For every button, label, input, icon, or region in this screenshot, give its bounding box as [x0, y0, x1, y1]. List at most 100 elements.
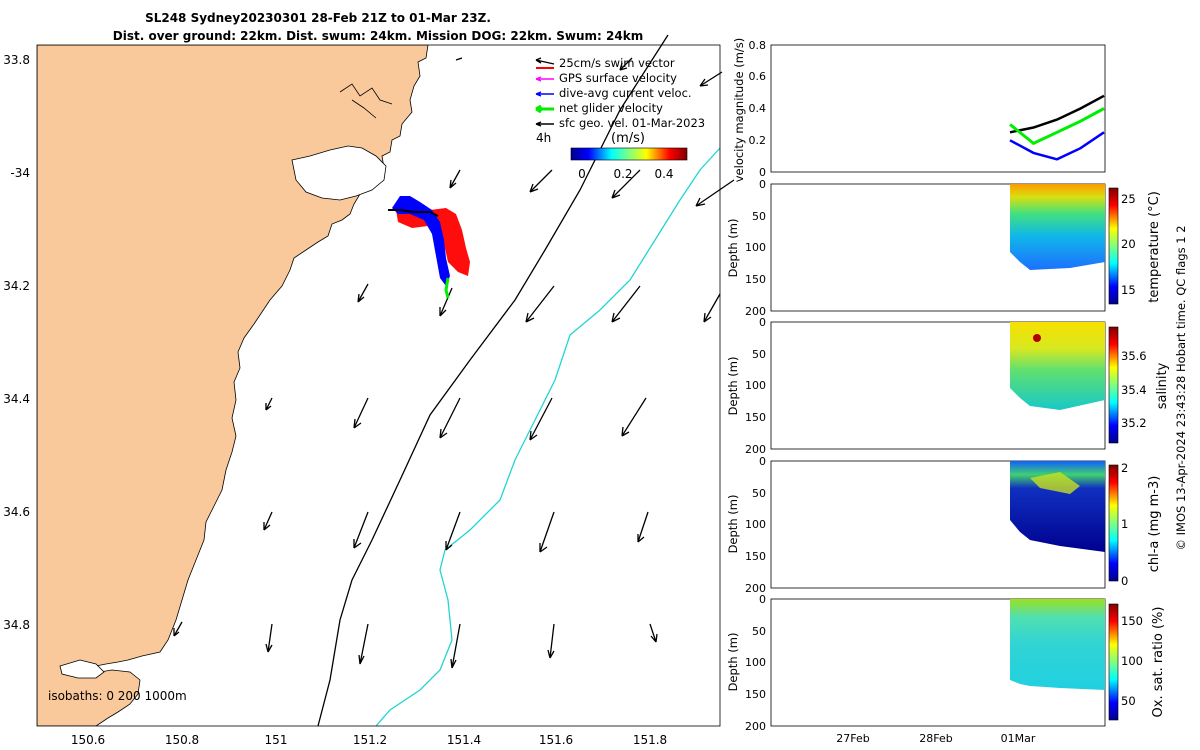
salinity-colorbar: [1108, 326, 1119, 444]
temperature-label: temperature (°C): [1147, 191, 1162, 303]
velocity-ytick: 0.2: [749, 134, 767, 147]
depth-tick: 0: [759, 178, 766, 191]
velocity-series-line: [1009, 94, 1105, 134]
velocity-ytick: 0: [759, 166, 766, 179]
depth-tick: 200: [745, 305, 766, 318]
dive-avg-current-cluster: [392, 196, 450, 286]
salinity-cbar-tick: 35.4: [1121, 383, 1147, 397]
chla-panel: Depth (m) 0 50 100 150 200 0 1 2 chl-a (…: [726, 455, 1162, 595]
depth-tick: 100: [745, 379, 766, 392]
glider-path: [388, 209, 439, 217]
chla-cbar-tick: 0: [1121, 574, 1128, 588]
velocity-lines: [1009, 94, 1105, 161]
depth-tick: 150: [745, 273, 766, 286]
legend-geo-label: sfc geo. vel. 01-Mar-2023: [559, 116, 705, 130]
depth-tick: 50: [752, 487, 766, 500]
map-y-tick: 34.8: [3, 618, 30, 632]
map-y-tick: 34.4: [3, 392, 30, 406]
map-y-tick: 34.6: [3, 505, 30, 519]
title-line-2: Dist. over ground: 22km. Dist. swum: 24k…: [113, 29, 643, 43]
temperature-panel: Depth (m) 0 50 100 150 200 15 20 25 temp…: [726, 178, 1162, 318]
velocity-frame: [770, 44, 1106, 173]
colorbar-left-label: 4h: [536, 131, 551, 145]
map-colorbar: 4h (m/s) 0 0.2 0.4: [536, 131, 688, 181]
salinity-max-marker: [1033, 334, 1041, 342]
depth-tick: 50: [752, 210, 766, 223]
velocity-ytick: 0.4: [749, 102, 767, 115]
time-tick: 01Mar: [1001, 732, 1036, 745]
credit-text: © IMOS 13-Apr-2024 23:43:28 Hobart time.…: [1174, 225, 1188, 550]
net-glider-velocity: [444, 277, 450, 299]
depth-tick: 100: [745, 241, 766, 254]
depth-label: Depth (m): [726, 357, 740, 416]
legend-net-marker: [535, 104, 554, 114]
colorbar-tick: 0.2: [613, 167, 632, 181]
temperature-section: [1010, 184, 1105, 270]
colorbar-gradient: [570, 147, 688, 161]
map-x-tick: 151.8: [633, 733, 667, 747]
swim-vector-cluster: [396, 206, 470, 276]
temperature-cbar-tick: 15: [1121, 283, 1136, 297]
map-x-tick: 151.6: [539, 733, 573, 747]
chla-section: [1010, 461, 1105, 552]
depth-tick: 50: [752, 625, 766, 638]
isobath-1000m: [375, 147, 721, 727]
legend-swim-arrow: [535, 57, 555, 65]
velocity-series-line: [1009, 107, 1105, 146]
velocity-ylabel: velocity magnitude (m/s): [732, 38, 746, 183]
time-tick: 27Feb: [836, 732, 869, 745]
depth-tick: 200: [745, 443, 766, 456]
temperature-colorbar: [1108, 187, 1119, 305]
map-y-tick: 34.2: [3, 279, 30, 293]
map-x-tick: 151: [265, 733, 288, 747]
colorbar-tick: 0: [578, 167, 586, 181]
depth-label: Depth (m): [726, 495, 740, 554]
legend-geo-marker: [535, 121, 554, 127]
temperature-cbar-tick: 20: [1121, 237, 1136, 251]
oxygen-section: [1010, 599, 1105, 690]
map-x-axis: 150.6 150.8 151 151.2 151.4 151.6 151.8: [71, 733, 667, 747]
oxygen-label: Ox. sat. ratio (%): [1151, 607, 1166, 718]
oxygen-colorbar: [1108, 603, 1119, 721]
isobath-200m: [317, 34, 669, 727]
salinity-panel: Depth (m) 0 50 100 150 200 35.2 35.4 35.…: [726, 316, 1170, 456]
bay-inlet: [59, 659, 105, 679]
time-tick: 28Feb: [919, 732, 952, 745]
depth-label: Depth (m): [726, 219, 740, 278]
legend-current-label: dive-avg current veloc.: [559, 86, 692, 100]
depth-tick: 100: [745, 518, 766, 531]
depth-label: Depth (m): [726, 633, 740, 692]
salinity-section: [1010, 322, 1105, 410]
map-legend: 25cm/s swim vector GPS surface velocity …: [535, 56, 705, 130]
legend-swim-label: 25cm/s swim vector: [559, 56, 675, 70]
map-x-tick: 151.4: [447, 733, 481, 747]
legend-gps-marker: [535, 76, 554, 82]
oxygen-cbar-tick: 150: [1121, 614, 1143, 628]
oxygen-cbar-tick: 100: [1121, 654, 1143, 668]
temperature-cbar-tick: 25: [1121, 192, 1136, 206]
legend-net-label: net glider velocity: [559, 101, 663, 115]
glider-track: [388, 196, 470, 299]
colorbar-title: (m/s): [611, 131, 645, 146]
depth-tick: 0: [759, 593, 766, 606]
title-line-1: SL248 Sydney20230301 28-Feb 21Z to 01-Ma…: [145, 11, 491, 25]
map-y-tick: 33.8: [3, 53, 30, 67]
map-panel: 150.6 150.8 151 151.2 151.4 151.6 151.8 …: [3, 34, 735, 747]
map-y-tick: -34: [10, 166, 30, 180]
map-frame: [36, 44, 721, 727]
depth-tick: 50: [752, 348, 766, 361]
chla-cbar-tick: 2: [1121, 461, 1128, 475]
depth-tick: 150: [745, 411, 766, 424]
legend-gps-label: GPS surface velocity: [559, 71, 677, 85]
depth-tick: 200: [745, 720, 766, 733]
depth-tick: 150: [745, 550, 766, 563]
velocity-ytick: 0.6: [749, 70, 767, 83]
velocity-panel: 0 0.2 0.4 0.6 0.8 velocity magnitude (m/…: [732, 38, 1106, 183]
chla-max-layer: [1030, 472, 1080, 494]
depth-tick: 100: [745, 656, 766, 669]
geo-velocity-arrows: [173, 57, 735, 669]
salinity-cbar-tick: 35.2: [1121, 416, 1147, 430]
depth-tick: 150: [745, 688, 766, 701]
depth-tick: 0: [759, 316, 766, 329]
salinity-label: salinity: [1155, 362, 1170, 409]
